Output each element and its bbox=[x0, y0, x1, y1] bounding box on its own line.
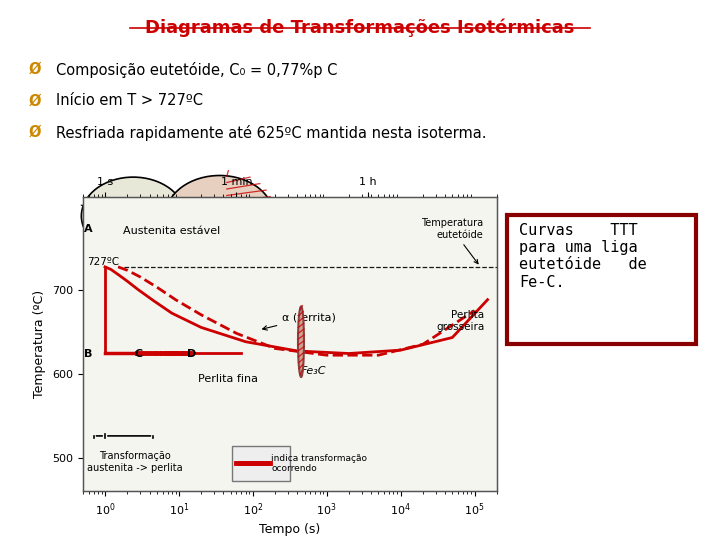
Text: Temperatura
eutetóide: Temperatura eutetóide bbox=[421, 218, 483, 264]
Text: indica transformação
ocorrendo: indica transformação ocorrendo bbox=[271, 454, 367, 474]
FancyBboxPatch shape bbox=[233, 446, 290, 481]
Text: γ: γ bbox=[210, 225, 215, 234]
Text: C: C bbox=[135, 349, 143, 359]
Circle shape bbox=[81, 177, 185, 255]
Text: γ: γ bbox=[105, 198, 111, 207]
Text: Curvas    TTT
para uma liga
eutetóide   de
Fe-C.: Curvas TTT para uma liga eutetóide de Fe… bbox=[519, 222, 647, 290]
Text: Composição eutetóide, C₀ = 0,77%p C: Composição eutetóide, C₀ = 0,77%p C bbox=[56, 62, 338, 78]
Text: D: D bbox=[187, 349, 197, 359]
Text: Diagramas de Transformações Isotérmicas: Diagramas de Transformações Isotérmicas bbox=[145, 19, 575, 37]
X-axis label: Tempo (s): Tempo (s) bbox=[259, 523, 320, 536]
Text: γ: γ bbox=[152, 225, 158, 234]
Text: γ: γ bbox=[148, 198, 154, 207]
Y-axis label: Temperatura (ºC): Temperatura (ºC) bbox=[33, 290, 46, 399]
Text: Ø: Ø bbox=[29, 62, 41, 77]
Text: γ: γ bbox=[192, 200, 197, 210]
Text: Transformação
austenita -> perlita: Transformação austenita -> perlita bbox=[86, 451, 182, 472]
Text: 727ºC: 727ºC bbox=[87, 257, 119, 267]
Text: Ø: Ø bbox=[29, 125, 41, 140]
Text: Início em T > 727ºC: Início em T > 727ºC bbox=[56, 93, 203, 109]
Text: A: A bbox=[84, 225, 93, 234]
Text: α (ferrita): α (ferrita) bbox=[263, 313, 336, 330]
Text: Perlita
grosseira: Perlita grosseira bbox=[436, 310, 484, 332]
Text: Resfriada rapidamente até 625ºC mantida nesta isoterma.: Resfriada rapidamente até 625ºC mantida … bbox=[56, 125, 487, 141]
Circle shape bbox=[298, 306, 304, 377]
Text: Ø: Ø bbox=[29, 93, 41, 109]
Text: Perlita fina: Perlita fina bbox=[198, 374, 258, 384]
Text: Austenita estável: Austenita estável bbox=[123, 226, 220, 236]
Text: B: B bbox=[84, 349, 92, 359]
Text: γ: γ bbox=[120, 225, 125, 234]
Text: Fe₃C: Fe₃C bbox=[301, 366, 327, 376]
Circle shape bbox=[166, 176, 274, 256]
